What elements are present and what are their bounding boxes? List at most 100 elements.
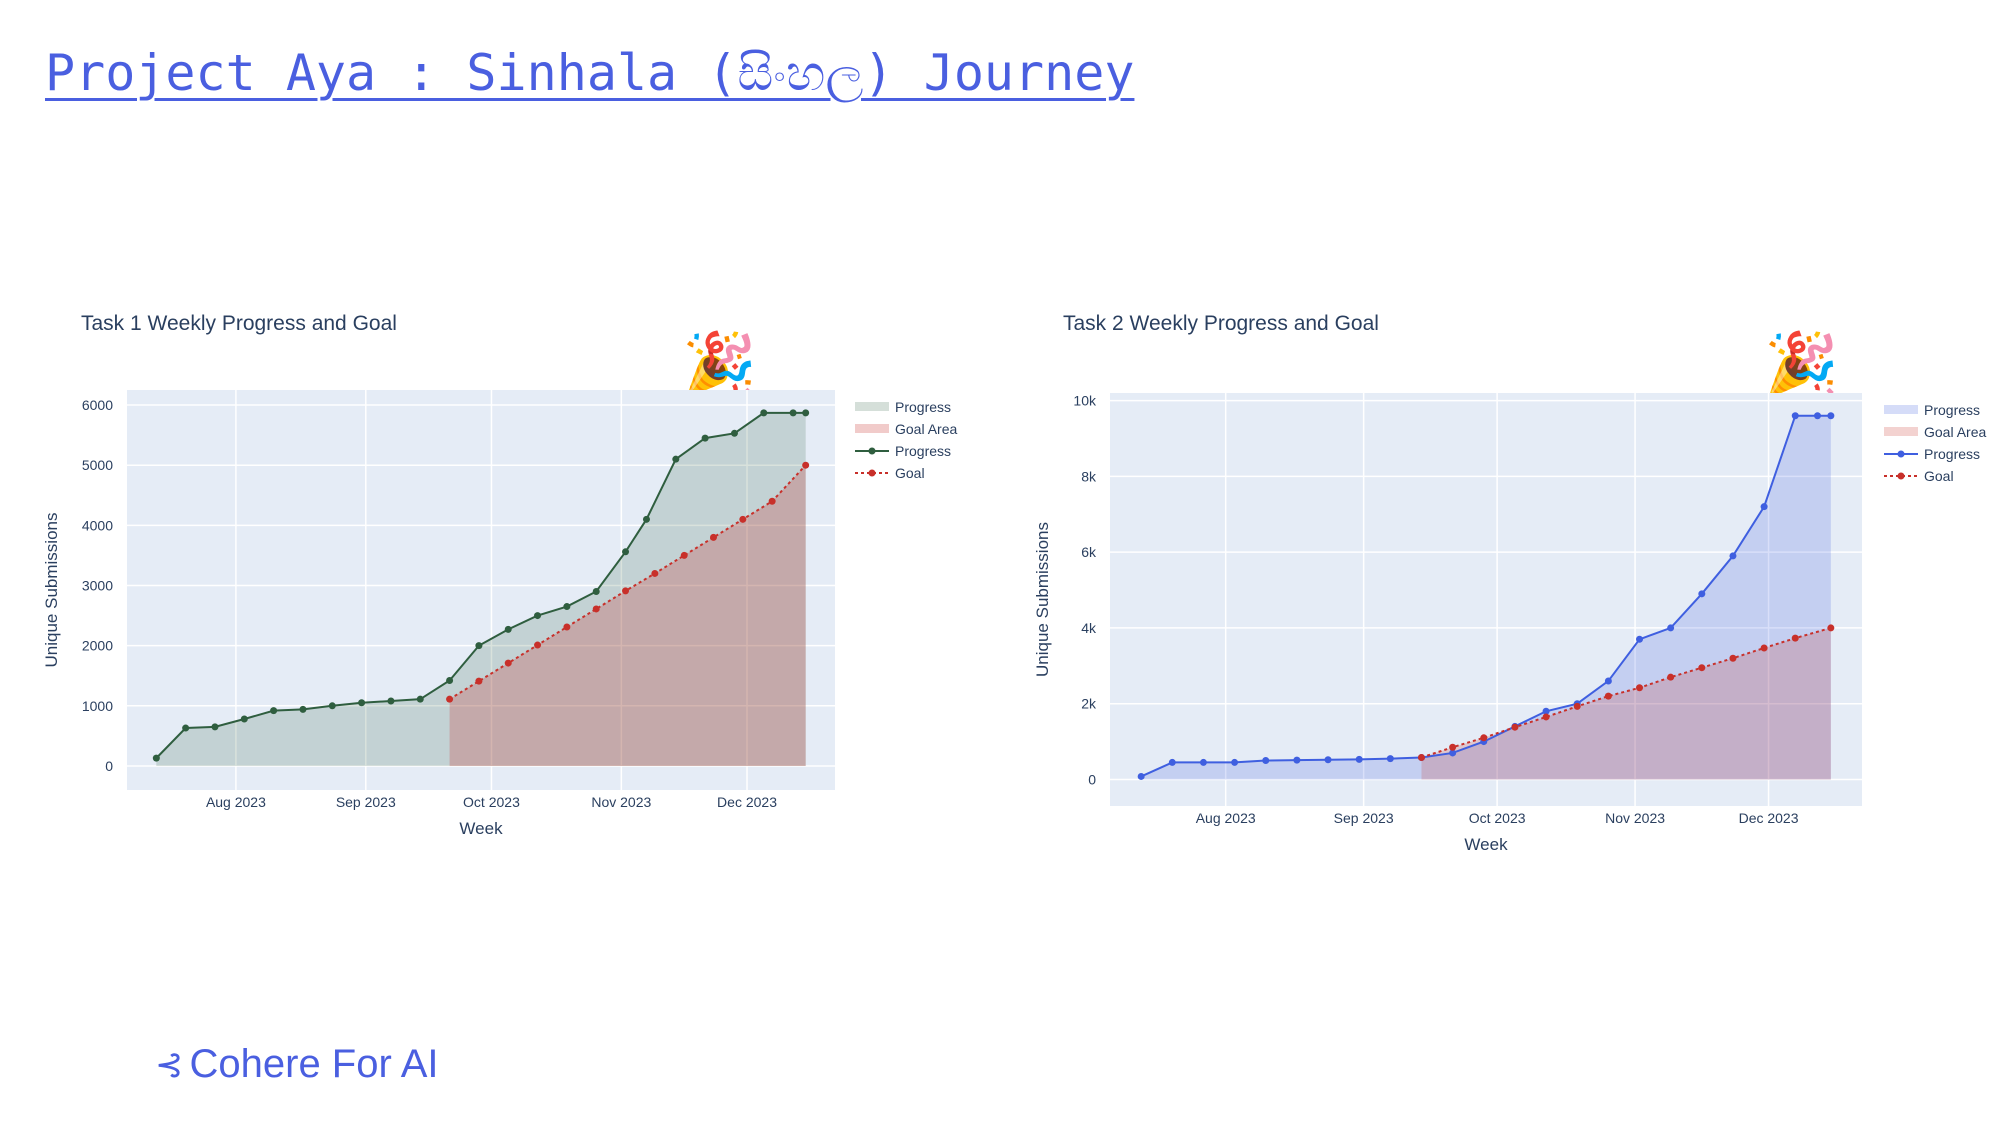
legend-swatch-progress-area	[1884, 405, 1918, 414]
progress-point	[802, 409, 810, 417]
chart-title-task-1: Task 1 Weekly Progress and Goal	[81, 312, 397, 335]
y-tick-label: 6k	[1081, 544, 1097, 560]
progress-point	[182, 724, 190, 732]
legend-label: Goal Area	[1924, 424, 1986, 440]
party-popper-icon: 🎉	[682, 330, 757, 397]
progress-point	[358, 699, 366, 707]
legend-swatch-progress-marker	[1897, 450, 1905, 458]
progress-point	[1814, 412, 1822, 420]
y-tick-label: 0	[105, 758, 113, 774]
task-1-chart: 0 1000 2000 3000 4000 5000 6000 Aug 2023 Sep 202…	[42, 390, 957, 838]
progress-point	[701, 434, 709, 442]
progress-point	[622, 548, 630, 556]
progress-point	[1604, 677, 1612, 685]
progress-point	[387, 697, 395, 705]
goal-point	[504, 659, 512, 667]
goal-point	[1449, 743, 1457, 751]
progress-point	[1636, 635, 1644, 643]
y-tick-label: 2k	[1081, 696, 1097, 712]
goal-point	[1636, 684, 1644, 692]
progress-point	[446, 677, 454, 685]
goal-point	[1542, 713, 1550, 721]
progress-point	[1698, 590, 1706, 598]
progress-point	[475, 642, 483, 650]
progress-point	[1293, 756, 1301, 764]
x-tick-label: Dec 2023	[717, 794, 777, 810]
x-tick-label: Sep 2023	[336, 794, 396, 810]
y-tick-label: 0	[1088, 771, 1096, 787]
cohere-logo: ⊰ Cohere For AI	[155, 1042, 439, 1087]
legend-label: Progress	[1924, 446, 1980, 462]
progress-point	[240, 715, 248, 723]
progress-point	[1760, 503, 1768, 511]
progress-point	[789, 409, 797, 417]
y-tick-label: 1000	[82, 698, 113, 714]
x-tick-label: Sep 2023	[1334, 810, 1394, 826]
y-tick-label: 4000	[82, 517, 113, 533]
x-tick-label: Oct 2023	[1469, 810, 1526, 826]
progress-point	[1231, 758, 1239, 766]
y-axis-title: Unique Submissions	[1033, 522, 1052, 677]
progress-point	[1449, 749, 1457, 757]
progress-point	[672, 455, 680, 463]
goal-point	[1667, 673, 1675, 681]
progress-point	[760, 409, 768, 417]
x-axis-title: Week	[1464, 835, 1508, 854]
progress-point	[270, 707, 278, 715]
progress-point	[504, 625, 512, 633]
legend-swatch-progress-marker	[868, 447, 876, 455]
x-tick-label: Nov 2023	[1605, 810, 1665, 826]
legend-label: Goal	[895, 465, 925, 481]
progress-point	[1827, 412, 1835, 420]
cohere-logo-icon: ⊰	[155, 1045, 184, 1084]
legend-swatch-goal-area	[855, 424, 889, 433]
goal-point	[768, 497, 776, 505]
legend-swatch-goal-marker	[868, 469, 876, 477]
progress-point	[1542, 707, 1550, 715]
goal-point	[1760, 644, 1768, 652]
goal-point	[475, 677, 483, 685]
progress-point	[1324, 756, 1332, 764]
progress-point	[1137, 772, 1145, 780]
y-tick-label: 5000	[82, 457, 113, 473]
goal-point	[739, 515, 747, 523]
progress-point	[211, 723, 219, 731]
legend-label: Progress	[1924, 402, 1980, 418]
goal-point	[710, 533, 718, 541]
goal-point	[651, 569, 659, 577]
progress-point	[1729, 552, 1737, 560]
progress-point	[1386, 755, 1394, 763]
progress-point	[534, 612, 542, 620]
progress-line	[155, 411, 806, 759]
progress-point	[1355, 755, 1363, 763]
task-2-chart: 0 2k 4k 6k 8k 10k Aug 2023 Sep 2023 Oct 2023 Nov …	[1033, 393, 1986, 854]
legend-label: Goal	[1924, 468, 1954, 484]
goal-point	[680, 551, 688, 559]
legend-swatch-goal-marker	[1897, 472, 1905, 480]
legend-swatch-progress-area	[855, 402, 889, 411]
progress-point	[1199, 758, 1207, 766]
legend-label: Goal Area	[895, 421, 957, 437]
x-axis-title: Week	[459, 819, 503, 838]
progress-point	[1667, 624, 1675, 632]
goal-point	[1604, 692, 1612, 700]
goal-point	[622, 587, 630, 595]
goal-point	[1791, 634, 1799, 642]
goal-point	[1417, 754, 1425, 762]
goal-point	[446, 695, 454, 703]
progress-line	[1140, 414, 1831, 778]
legend-label: Progress	[895, 443, 951, 459]
progress-point	[1262, 757, 1270, 765]
goal-point	[1729, 654, 1737, 662]
progress-area	[1141, 415, 1831, 780]
y-tick-label: 6000	[82, 397, 113, 413]
party-popper-icon: 🎉	[1764, 330, 1839, 397]
progress-point	[563, 603, 571, 611]
y-tick-label: 3000	[82, 577, 113, 593]
legend-swatch-goal-area	[1884, 427, 1918, 436]
page-title[interactable]: Project Aya : Sinhala (සිංහල) Journey	[45, 44, 1135, 102]
goal-line	[1421, 626, 1832, 759]
goal-point	[1827, 624, 1835, 632]
x-tick-label: Nov 2023	[591, 794, 651, 810]
goal-point	[534, 641, 542, 649]
